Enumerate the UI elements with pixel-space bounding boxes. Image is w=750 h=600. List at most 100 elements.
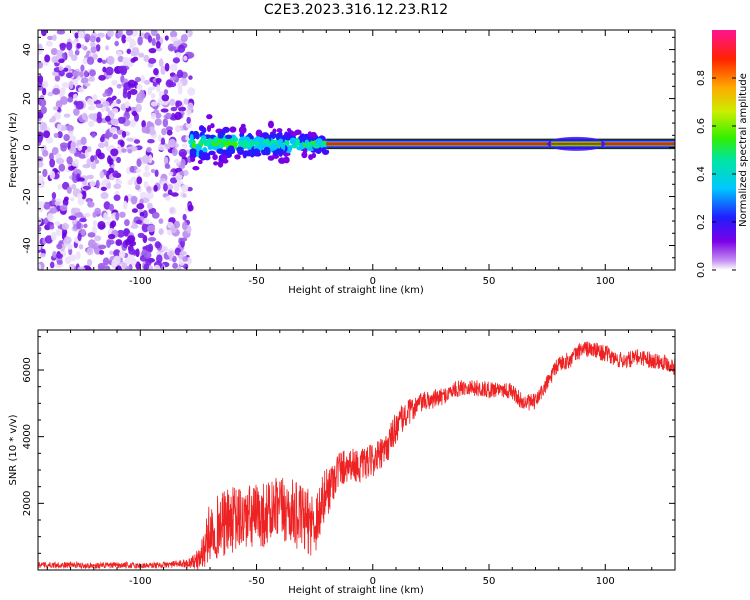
heatmap-noise-cell (173, 220, 181, 229)
heatmap-noise-cell (80, 77, 89, 84)
snr-y-tick-label: 2000 (22, 491, 33, 516)
heatmap-noise-cell (99, 136, 105, 143)
heatmap-noise-cell (129, 88, 138, 95)
heatmap-noise-cell (112, 133, 119, 140)
snr-x-tick-label: 0 (370, 576, 376, 587)
heatmap-noise-cell (78, 31, 85, 39)
heatmap-noise-cell (153, 68, 159, 76)
heatmap-noise-cell (90, 45, 97, 54)
heatmap-noise-cell (127, 148, 133, 154)
heat-x-tick-label: -50 (248, 276, 264, 287)
heatmap-noise-cell (73, 151, 81, 157)
heatmap-noise-cell (168, 81, 177, 88)
heatmap-signal-cell (253, 140, 260, 146)
heatmap-noise-cell (66, 186, 72, 194)
heatmap-noise-cell (150, 112, 157, 120)
heat-x-tick-label: 100 (596, 276, 615, 287)
heatmap-noise-cell (56, 158, 65, 165)
heatmap-noise-cell (80, 136, 87, 146)
heatmap-noise-cell (68, 49, 74, 57)
heatmap-noise-cell (131, 208, 138, 213)
heatmap-noise-cell (178, 106, 187, 112)
heatmap-noise-cell (138, 52, 145, 58)
heatmap-noise-cell (50, 48, 58, 56)
heatmap-noise-cell (109, 126, 118, 134)
heatmap-noise-cell (116, 83, 122, 89)
heatmap-noise-cell (169, 206, 177, 215)
heatmap-noise-cell (142, 154, 150, 164)
heatmap-signal-cell (222, 126, 230, 134)
heatmap-noise-cell (145, 127, 151, 135)
colorbar-ticks: 0.0 0.2 0.4 0.6 0.8 (696, 70, 736, 278)
snr-series-line (38, 341, 675, 570)
heat-x-tick-label: -100 (129, 276, 152, 287)
snr-frame (37, 329, 676, 571)
heatmap-noise-cell (80, 228, 86, 236)
heatmap-noise-cell (65, 72, 73, 79)
heatmap-noise-cell (155, 40, 161, 49)
heatmap-noise-cell (135, 261, 141, 270)
heatmap-noise-cell (120, 140, 125, 148)
heatmap-noise-cell (42, 80, 49, 89)
heatmap-ticks: -100 -50 0 50 100 -40 -20 0 20 40 (22, 30, 676, 287)
heatmap-noise-cell (95, 44, 101, 52)
heatmap-noise-cell (91, 132, 96, 138)
heatmap-noise-cell (66, 156, 73, 165)
heatmap-noise-cell (121, 262, 128, 269)
heatmap-noise-cell (155, 77, 162, 84)
heatmap-noise-cell (82, 185, 92, 190)
heatmap-noise-cell (77, 192, 83, 199)
heatmap-noise-cell (168, 171, 174, 176)
heatmap-noise-cell (113, 194, 121, 202)
heatmap-noise-cell (59, 42, 67, 49)
heatmap-noise-cell (147, 87, 153, 96)
heatmap-noise-cell (115, 212, 120, 221)
heatmap-noise-cell (110, 144, 115, 149)
heatmap-noise-cell (79, 44, 85, 49)
heatmap-noise-cell (38, 225, 42, 232)
heatmap-noise-cell (170, 63, 178, 72)
heatmap-noise-cell (52, 88, 61, 95)
heatmap-noise-cell (58, 65, 64, 71)
heatmap-noise-cell (163, 156, 169, 165)
heatmap-noise-cell (108, 110, 114, 116)
heatmap-noise-cell (141, 223, 150, 233)
heatmap-noise-cell (123, 200, 128, 210)
heatmap-noise-cell (144, 164, 150, 172)
heatmap-noise-cell (82, 163, 91, 169)
heatmap-noise-cell (134, 76, 142, 83)
heatmap-signal-cell (240, 123, 246, 129)
heatmap-noise-cell (87, 105, 96, 111)
heatmap-noise-cell (94, 235, 102, 242)
heatmap-noise-cell (77, 266, 86, 270)
heatmap-noise-cell (38, 75, 44, 84)
heatmap-noise-cell (38, 243, 42, 251)
heatmap-noise-cell (66, 41, 73, 51)
heatmap-noise-cell (79, 71, 84, 78)
heatmap-noise-cell (161, 94, 170, 102)
heatmap-noise-cell (38, 98, 47, 107)
heatmap-x-axis-label: Height of straight line (km) (288, 285, 424, 296)
heatmap-noise-cell (92, 94, 98, 102)
heatmap-noise-cell (106, 30, 115, 38)
heatmap-noise-cell (56, 30, 66, 35)
heatmap-signal-cell (245, 142, 252, 148)
heatmap-signal-cell (271, 139, 277, 145)
heatmap-noise-cell (179, 237, 188, 242)
heatmap-noise-cell (56, 49, 63, 56)
heatmap-noise-cell (64, 196, 69, 202)
heatmap-noise-cell (111, 258, 118, 268)
heatmap-noise-cell (116, 156, 121, 164)
heatmap-noise-cell (103, 201, 111, 210)
heatmap-noise-cell (51, 115, 56, 123)
heatmap-noise-cell (50, 231, 57, 241)
heatmap-signal-cell (238, 126, 247, 134)
heatmap-noise-cell (116, 229, 125, 238)
heatmap-noise-cell (88, 120, 95, 128)
heatmap-noise-cell (77, 144, 83, 151)
heatmap-signal-cell (224, 134, 233, 140)
tone-widening-core (551, 142, 602, 145)
heatmap-noise-cell (168, 138, 177, 148)
heatmap-noise-cell (78, 86, 85, 93)
heatmap-noise-cell (77, 197, 85, 206)
